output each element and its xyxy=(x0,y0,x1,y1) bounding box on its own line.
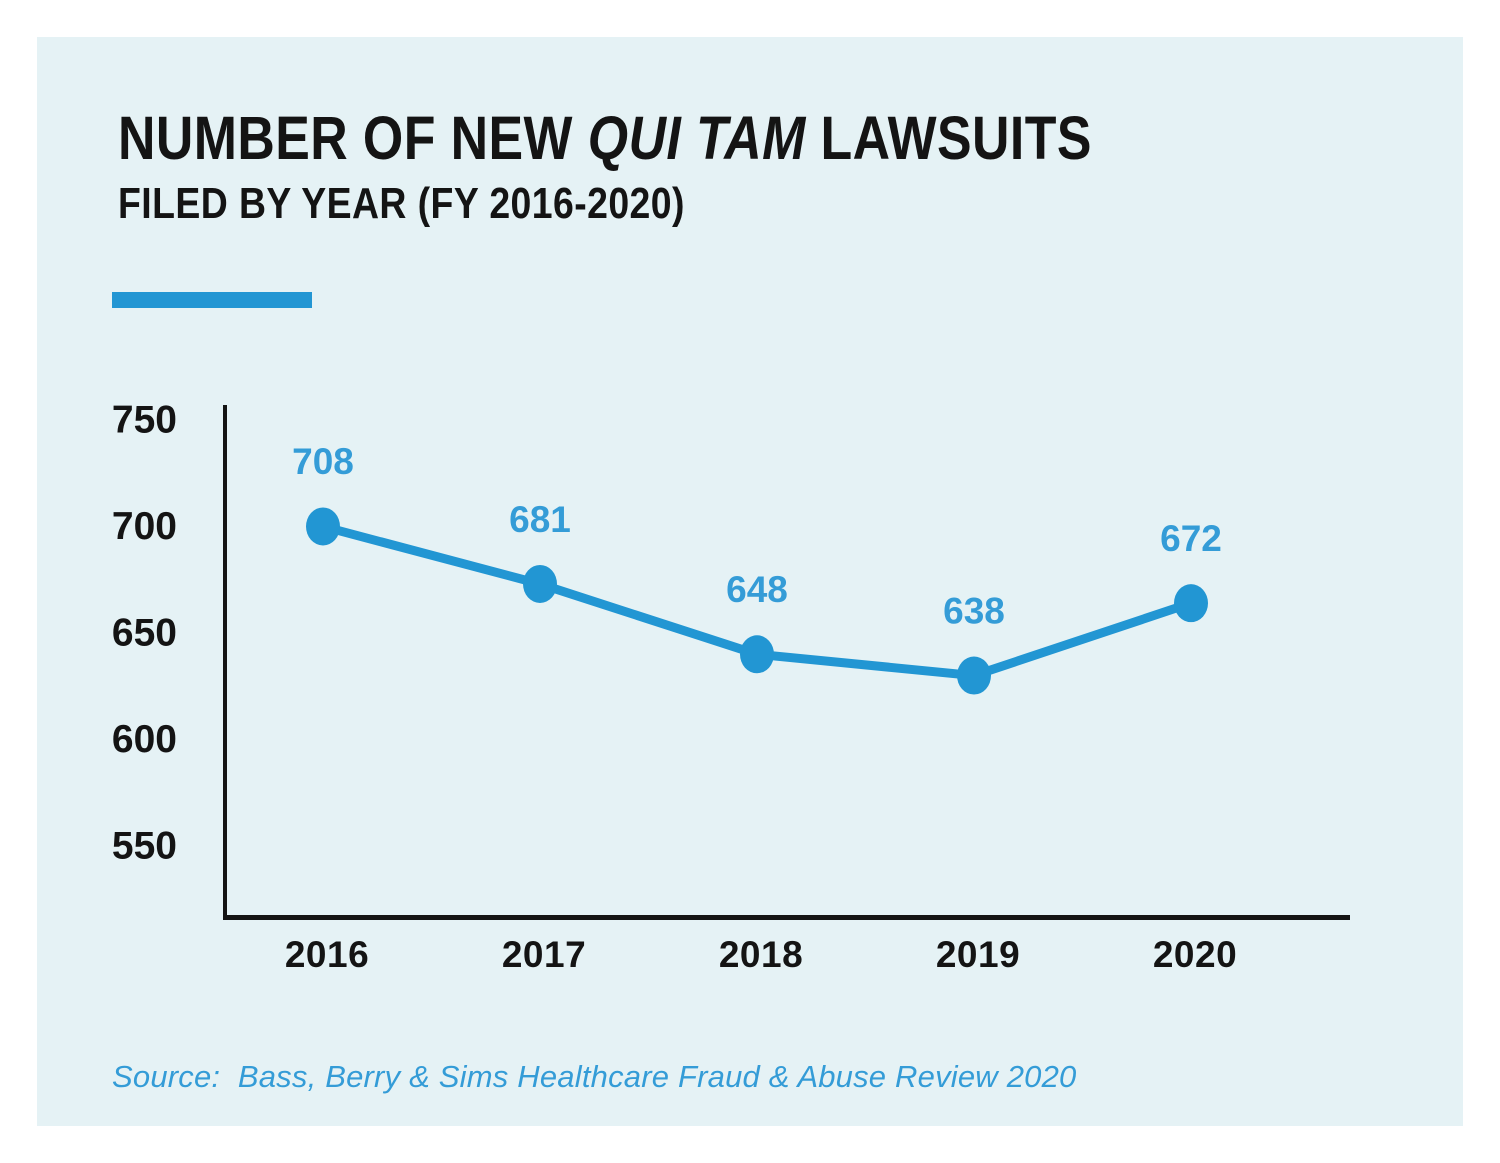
accent-bar xyxy=(112,292,312,308)
x-tick-label: 2017 xyxy=(502,934,586,975)
data-point-label: 648 xyxy=(726,569,788,610)
page-title: NUMBER OF NEW QUI TAM LAWSUITS xyxy=(118,105,1418,171)
y-tick-label: 550 xyxy=(112,824,177,867)
x-tick-label: 2016 xyxy=(285,934,369,975)
title-prefix: NUMBER OF NEW xyxy=(118,104,588,172)
data-point-label: 681 xyxy=(509,499,571,540)
y-tick-label: 650 xyxy=(112,611,177,654)
title-suffix: LAWSUITS xyxy=(805,104,1092,172)
source-attribution: Source: Bass, Berry & Sims Healthcare Fr… xyxy=(112,1059,1077,1094)
data-point-label: 708 xyxy=(292,441,354,482)
line-chart: 750 700 650 600 550 708 2016 681 2017 648 2018 638 2… xyxy=(112,398,1350,975)
y-tick-label: 600 xyxy=(112,718,177,761)
x-tick-label: 2020 xyxy=(1153,934,1237,975)
data-point xyxy=(957,656,991,695)
data-point-label: 638 xyxy=(943,590,1005,631)
y-tick-label: 700 xyxy=(112,505,177,548)
title-block: NUMBER OF NEW QUI TAM LAWSUITS FILED BY … xyxy=(118,105,1418,229)
data-point xyxy=(1174,584,1208,623)
x-tick-label: 2018 xyxy=(719,934,803,975)
x-axis xyxy=(223,915,1350,920)
subtitle-text: FILED BY YEAR (FY 2016-2020) xyxy=(118,179,685,228)
title-line-1: NUMBER OF NEW QUI TAM LAWSUITS xyxy=(118,105,1092,171)
data-point xyxy=(306,507,340,546)
data-point xyxy=(740,635,774,674)
infographic-card: NUMBER OF NEW QUI TAM LAWSUITS FILED BY … xyxy=(37,37,1463,1126)
y-axis xyxy=(223,405,227,920)
x-tick-label: 2019 xyxy=(936,934,1020,975)
data-point-label: 672 xyxy=(1160,518,1222,559)
page-subtitle: FILED BY YEAR (FY 2016-2020) xyxy=(118,171,1418,229)
data-point xyxy=(523,564,557,603)
title-italic-phrase: QUI TAM xyxy=(587,104,806,172)
y-tick-label: 750 xyxy=(112,398,177,441)
